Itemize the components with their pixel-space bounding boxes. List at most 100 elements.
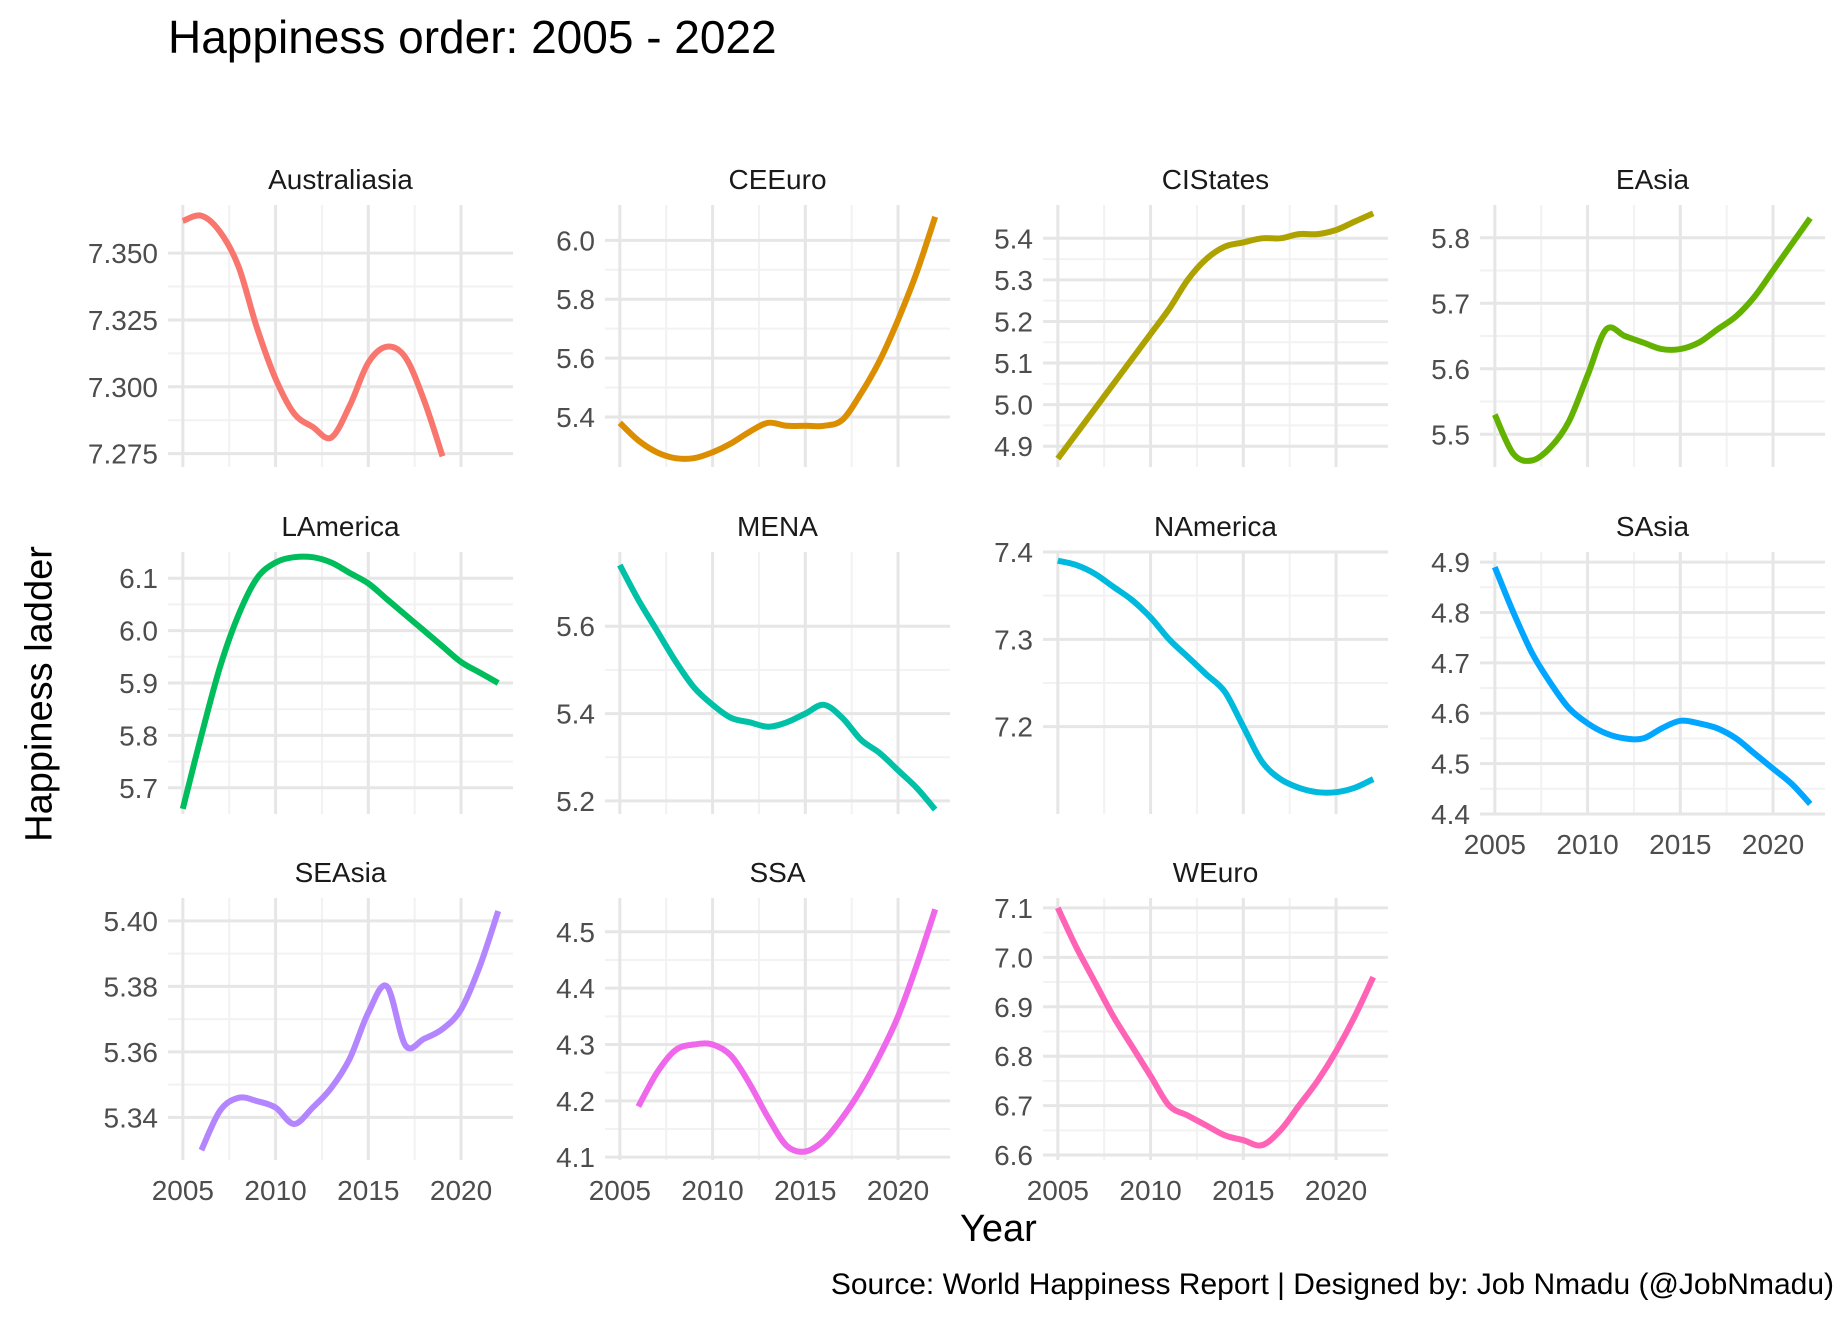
- x-tick-label: 2015: [774, 1175, 836, 1206]
- y-tick-label: 5.6: [556, 611, 595, 642]
- y-tick-label: 6.6: [994, 1140, 1033, 1171]
- series-line-weuro: [1055, 906, 1376, 1149]
- series-line-ssa: [635, 908, 939, 1155]
- y-tick-label: 5.4: [556, 402, 595, 433]
- y-tick-label: 4.5: [1431, 749, 1470, 780]
- y-tick-label: 5.7: [119, 773, 158, 804]
- y-tick-label: 4.9: [994, 431, 1033, 462]
- series-line-australiasia: [181, 212, 446, 458]
- y-tick-label: 4.6: [1431, 698, 1470, 729]
- x-tick-label: 2020: [430, 1175, 492, 1206]
- y-tick-label: 5.8: [1431, 223, 1470, 254]
- facet-panel-cistates: CIStates 4.9 5.0 5.1 5.2 5.3 5.4: [994, 164, 1388, 467]
- y-tick-label: 5.8: [119, 720, 158, 751]
- facet-strip-label: NAmerica: [1154, 511, 1277, 542]
- y-tick-label: 5.5: [1431, 419, 1470, 450]
- facet-panel-australiasia: Australiasia 7.275 7.300 7.325 7.350: [88, 164, 513, 470]
- y-tick-label: 7.2: [994, 712, 1033, 743]
- facet-panel-weuro: WEuro 6.6 6.7 6.8 6.9 7.0 7.1 2005 2010 2015 2020: [994, 857, 1388, 1206]
- facet-panel-namerica: NAmerica 7.2 7.3 7.4: [994, 511, 1388, 814]
- x-tick-label: 2015: [1649, 829, 1711, 860]
- x-tick-label: 2020: [867, 1175, 929, 1206]
- chart-title: Happiness order: 2005 - 2022: [168, 11, 777, 63]
- y-tick-label: 5.34: [104, 1102, 159, 1133]
- y-tick-label: 4.7: [1431, 648, 1470, 679]
- x-tick-label: 2005: [152, 1175, 214, 1206]
- x-tick-label: 2010: [1119, 1175, 1181, 1206]
- y-tick-label: 5.0: [994, 390, 1033, 421]
- facet-panel-sasia: SAsia 4.4 4.5 4.6 4.7 4.8 4.9 2005 2010 2015 2020: [1431, 511, 1825, 860]
- facet-strip-label: SSA: [749, 857, 805, 888]
- y-tick-label: 5.1: [994, 348, 1033, 379]
- x-tick-label: 2015: [337, 1175, 399, 1206]
- chart-caption: Source: World Happiness Report | Designe…: [830, 1268, 1834, 1301]
- facet-panel-seasia: SEAsia 5.34 5.36 5.38 5.40 2005 2010 2015 2020: [104, 857, 513, 1206]
- facet-strip-label: CEEuro: [728, 164, 826, 195]
- facet-strip-label: WEuro: [1173, 857, 1259, 888]
- series-line-sasia: [1492, 565, 1813, 806]
- x-tick-label: 2010: [1556, 829, 1618, 860]
- y-tick-label: 4.8: [1431, 597, 1470, 628]
- series-line-ceeuro: [617, 215, 939, 462]
- y-tick-label: 5.4: [556, 699, 595, 730]
- facet-panel-easia: EAsia 5.5 5.6 5.7 5.8: [1431, 164, 1825, 467]
- facet-strip-label: MENA: [737, 511, 818, 542]
- y-tick-label: 7.325: [88, 305, 158, 336]
- y-tick-label: 5.3: [994, 265, 1033, 296]
- y-tick-label: 5.6: [1431, 354, 1470, 385]
- x-tick-label: 2010: [244, 1175, 306, 1206]
- y-tick-label: 7.4: [994, 537, 1033, 568]
- facet-strip-label: SEAsia: [295, 857, 387, 888]
- series-line-seasia: [198, 910, 502, 1152]
- facet-strip-label: Australiasia: [268, 164, 413, 195]
- facet-strip-label: CIStates: [1162, 164, 1269, 195]
- y-tick-label: 4.4: [1431, 799, 1470, 830]
- y-tick-label: 4.1: [556, 1142, 595, 1173]
- y-tick-label: 6.9: [994, 992, 1033, 1023]
- x-tick-label: 2005: [1464, 829, 1526, 860]
- x-tick-label: 2020: [1742, 829, 1804, 860]
- facet-panel-lamerica: LAmerica 5.7 5.8 5.9 6.0 6.1: [119, 511, 513, 814]
- y-tick-label: 7.3: [994, 624, 1033, 655]
- facet-strip-label: LAmerica: [281, 511, 400, 542]
- y-tick-label: 5.2: [556, 786, 595, 817]
- y-tick-label: 6.1: [119, 563, 158, 594]
- x-tick-label: 2005: [589, 1175, 651, 1206]
- y-tick-label: 5.8: [556, 284, 595, 315]
- y-tick-label: 4.9: [1431, 547, 1470, 578]
- facet-strip-label: SAsia: [1616, 511, 1690, 542]
- series-line-mena: [617, 563, 938, 812]
- y-tick-label: 7.1: [994, 893, 1033, 924]
- facet-panel-ceeuro: CEEuro 5.4 5.6 5.8 6.0: [556, 164, 950, 467]
- x-tick-label: 2005: [1027, 1175, 1089, 1206]
- y-tick-label: 6.0: [119, 616, 158, 647]
- y-tick-label: 7.275: [88, 439, 158, 470]
- y-tick-label: 7.350: [88, 238, 158, 269]
- y-tick-label: 5.6: [556, 343, 595, 374]
- series-line-namerica: [1057, 557, 1375, 796]
- y-tick-label: 5.38: [104, 971, 159, 1002]
- y-tick-label: 5.7: [1431, 288, 1470, 319]
- x-tick-label: 2010: [681, 1175, 743, 1206]
- y-tick-label: 5.4: [994, 223, 1033, 254]
- y-tick-label: 5.9: [119, 668, 158, 699]
- facet-panel-ssa: SSA 4.1 4.2 4.3 4.4 4.5 2005 2010 2015 2020: [556, 857, 950, 1206]
- y-tick-label: 4.4: [556, 973, 595, 1004]
- series-line-cistates: [1055, 210, 1375, 461]
- y-tick-label: 5.36: [104, 1037, 159, 1068]
- y-tick-label: 4.5: [556, 917, 595, 948]
- y-tick-label: 7.0: [994, 942, 1033, 973]
- y-tick-label: 4.3: [556, 1029, 595, 1060]
- x-axis-label: Year: [960, 1208, 1037, 1250]
- facet-strip-label: EAsia: [1616, 164, 1690, 195]
- series-line-lamerica: [179, 553, 500, 810]
- y-axis-label: Happiness ladder: [18, 546, 61, 842]
- y-tick-label: 6.7: [994, 1091, 1033, 1122]
- x-tick-label: 2015: [1212, 1175, 1274, 1206]
- x-tick-label: 2020: [1305, 1175, 1367, 1206]
- y-tick-label: 6.0: [556, 225, 595, 256]
- y-tick-label: 6.8: [994, 1041, 1033, 1072]
- y-tick-label: 4.2: [556, 1086, 595, 1117]
